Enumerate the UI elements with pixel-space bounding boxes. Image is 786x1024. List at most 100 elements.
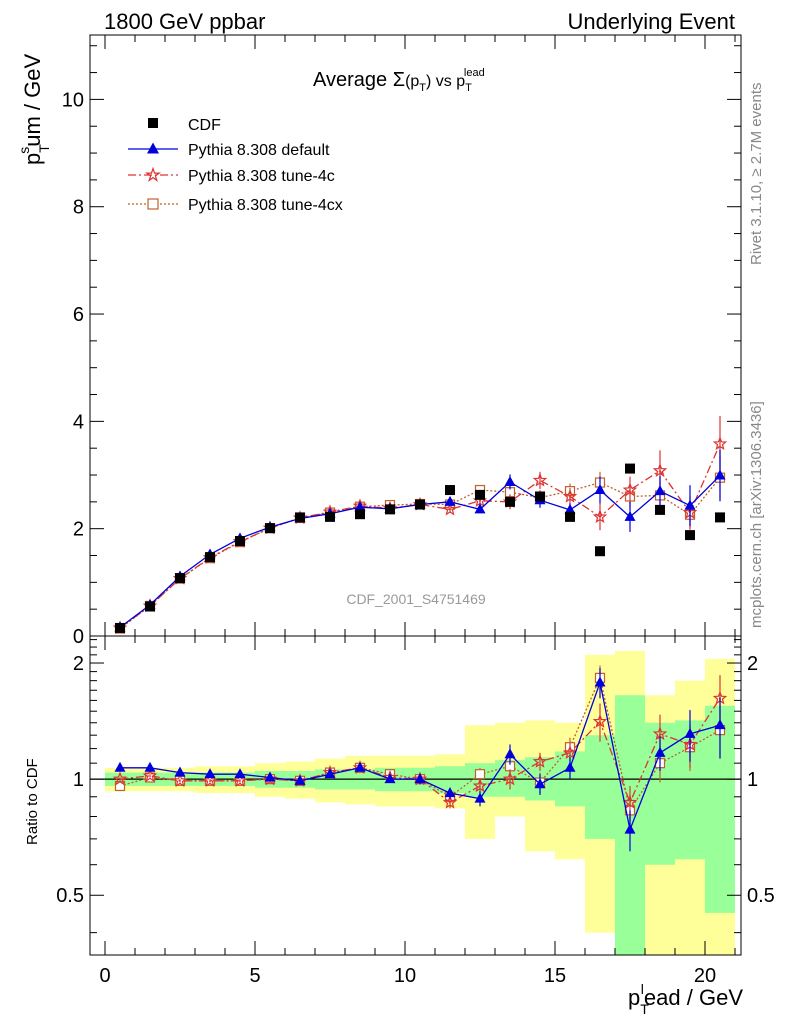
main-ytick-label: 6	[73, 304, 84, 326]
main-cdf-point	[145, 601, 155, 612]
main-cdf-point	[325, 511, 335, 522]
main-cdf-point	[535, 491, 545, 502]
ratio-tune4c-point	[112, 771, 128, 786]
ratio-marks	[90, 650, 741, 955]
ratio-ytick-label-right: 1	[747, 769, 758, 791]
ratio-default-point	[534, 778, 546, 789]
main-default-point	[564, 503, 576, 514]
main-ytick-label: 4	[73, 411, 84, 433]
ratio-tune4c-point	[472, 778, 488, 793]
ratio-ytick-label: 0.5	[56, 885, 84, 907]
legend: CDF Pythia 8.308 default Pythia 8.308 tu…	[128, 117, 343, 214]
main-default-point	[354, 501, 366, 512]
watermark: CDF_2001_S4751469	[346, 591, 486, 607]
main-tune4cx-line	[119, 477, 721, 630]
header-right: Underlying Event	[567, 9, 735, 34]
ratio-ytick-label-right: 2	[747, 653, 758, 675]
ratio-band-inner	[585, 735, 615, 839]
ratio-default-point	[174, 766, 186, 777]
ratio-tune4c-point	[442, 794, 458, 809]
ratio-xtick-label: 5	[249, 965, 260, 987]
legend-default-marker	[147, 142, 159, 154]
svg-text:pTsum / GeV: pTsum / GeV	[16, 54, 52, 165]
legend-tune4c-label: Pythia 8.308 tune-4c	[188, 168, 335, 185]
main-cdf-point	[475, 489, 485, 500]
mcplots-label: mcplots.cern.ch [arXiv:1306.3436]	[748, 401, 765, 628]
main-ytick-label: 2	[73, 519, 84, 541]
ratio-default-point	[474, 792, 486, 803]
legend-entry-cdf: CDF	[148, 117, 221, 134]
ratio-xtick-label: 15	[544, 965, 566, 987]
ratio-default-point	[444, 787, 456, 798]
main-ytick-label: 8	[73, 197, 84, 219]
header-left: 1800 GeV ppbar	[104, 9, 265, 34]
rivet-label: Rivet 3.1.10, ≥ 2.7M events	[748, 83, 765, 266]
ratio-default-point	[624, 823, 636, 834]
main-title: Average Σ(pT) vs pTlead	[313, 67, 485, 94]
ratio-tune4c-point	[202, 773, 218, 788]
main-cdf-point	[115, 622, 125, 633]
main-cdf-point	[565, 511, 575, 522]
ratio-tune4c-point	[232, 773, 248, 788]
main-cdf-point	[415, 499, 425, 510]
ratio-default-point	[714, 719, 726, 730]
main-tune4c-point	[592, 509, 608, 524]
legend-tune4c-marker	[144, 166, 162, 182]
main-tune4c-point	[712, 436, 728, 451]
ratio-tune4c-point	[622, 794, 638, 809]
ratio-tune4c-point	[592, 713, 608, 728]
ratio-axes: 0.5 0.51 12 20 5 10 15 20	[56, 636, 775, 987]
legend-entry-default: Pythia 8.308 default	[128, 142, 330, 159]
main-cdf-point	[715, 512, 725, 523]
legend-default-label: Pythia 8.308 default	[188, 142, 330, 159]
main-ytick-label: 10	[62, 89, 84, 111]
main-tune4c-point	[532, 472, 548, 487]
main-cdf-point	[445, 485, 455, 496]
main-cdf-point	[505, 496, 515, 507]
ratio-tune4c-point	[172, 773, 188, 788]
main-axes: 0 2 4 6 8 10	[62, 35, 741, 648]
legend-tune4cx-marker	[147, 198, 159, 210]
ratio-default-point	[144, 761, 156, 772]
ratio-ytick-label: 2	[73, 653, 84, 675]
ratio-tune4c-point	[562, 745, 578, 760]
ratio-default-point	[384, 773, 396, 784]
main-panel: CDF_2001_S4751469 0 2 4 6 8 10 Average Σ(pT) …	[16, 34, 742, 648]
ratio-tune4c-point	[142, 768, 158, 783]
main-ylabel: pTsum / GeV	[16, 54, 52, 165]
main-cdf-point	[595, 546, 605, 557]
main-cdf-point	[235, 536, 245, 547]
ratio-default-point	[324, 768, 336, 779]
main-default-point	[474, 503, 486, 514]
main-default-point	[624, 510, 636, 521]
ratio-ytick-label: 1	[73, 769, 84, 791]
main-cdf-point	[625, 463, 635, 474]
ratio-xtick-label: 0	[99, 965, 110, 987]
legend-tune4cx-label: Pythia 8.308 tune-4cx	[188, 197, 343, 214]
ratio-default-point	[294, 774, 306, 785]
ratio-tune4c-line	[119, 697, 721, 805]
main-tune4c-point	[562, 488, 578, 503]
main-cdf-point	[295, 512, 305, 523]
main-cdf-point	[265, 523, 275, 534]
legend-cdf-label: CDF	[188, 117, 221, 134]
main-ytick-label: 0	[73, 626, 84, 648]
ratio-tune4c-point	[502, 771, 518, 786]
main-default-point	[714, 469, 726, 480]
ratio-default-point	[504, 748, 516, 759]
main-tune4c-point	[652, 463, 668, 477]
ratio-xlabel: pTlead / GeV	[628, 981, 743, 1017]
main-cdf-point	[655, 504, 665, 515]
ratio-default-point	[654, 746, 666, 757]
main-cdf-point	[205, 552, 215, 563]
main-cdf-point	[355, 509, 365, 520]
ratio-tune4cx-point	[474, 769, 486, 780]
ratio-ytick-label-right: 0.5	[747, 885, 775, 907]
ratio-default-point	[204, 768, 216, 779]
main-default-point	[654, 485, 666, 496]
main-marks	[112, 415, 728, 635]
main-tune4c-point	[622, 482, 638, 497]
ratio-default-point	[414, 773, 426, 784]
ratio-default-point	[594, 676, 606, 687]
